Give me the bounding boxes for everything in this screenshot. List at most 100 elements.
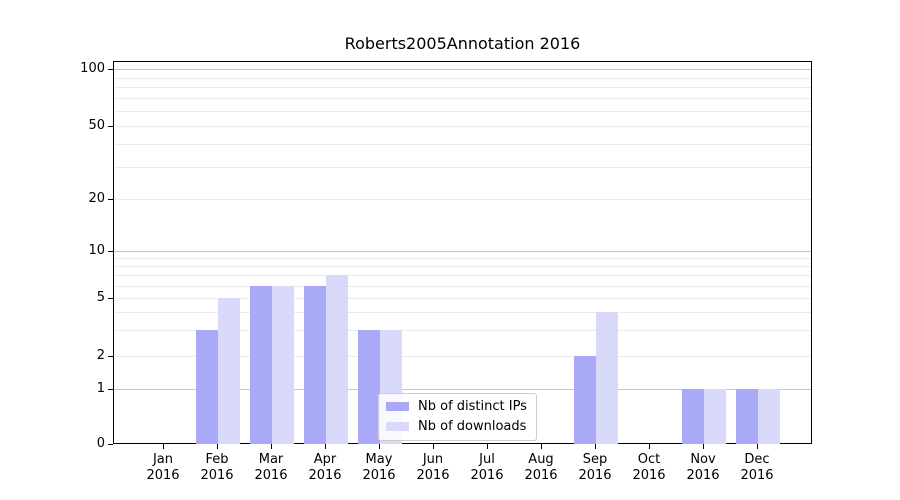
y-tick-mark [108,69,113,70]
y-gridline-minor [114,111,811,112]
bar-distinct-ips [574,356,596,444]
y-tick-mark [108,251,113,252]
y-gridline-minor [114,126,811,127]
x-tick-label: Jul 2016 [459,452,515,484]
x-tick-label-month: Dec [744,452,770,467]
legend-swatch-distinct-ips [386,402,409,411]
legend-label: Nb of distinct IPs [418,399,527,414]
x-tick-label-month: Jul [479,452,495,467]
x-tick-label-year: 2016 [146,468,180,483]
x-tick-label: Feb 2016 [189,452,245,484]
y-tick-mark [108,389,113,390]
x-tick-label: Nov 2016 [675,452,731,484]
x-tick-mark [703,444,704,449]
y-gridline-minor [114,87,811,89]
x-tick-label-month: Jun [422,452,444,467]
x-tick-label-month: Nov [690,452,716,467]
legend-label: Nb of downloads [418,419,527,434]
bar-distinct-ips [358,330,380,444]
y-gridline-minor [114,77,811,79]
x-tick-mark [325,444,326,449]
x-tick-mark [649,444,650,449]
legend-item-downloads: Nb of downloads [386,419,527,434]
x-tick-mark [379,444,380,449]
chart-title: Roberts2005Annotation 2016 [344,34,581,53]
x-tick-label-month: Sep [582,452,608,467]
x-tick-label-month: Apr [313,452,337,467]
y-tick-mark [108,298,113,299]
bar-distinct-ips [304,285,326,444]
x-tick-label: Apr 2016 [297,452,353,484]
x-tick-label-month: Mar [258,452,284,467]
bar-downloads [758,389,780,444]
x-tick-mark [487,444,488,449]
bar-downloads [596,312,618,444]
y-tick-label: 2 [96,348,105,363]
x-tick-label: Mar 2016 [243,452,299,484]
x-tick-label-month: Jan [152,452,174,467]
x-tick-label-month: Aug [528,452,554,467]
y-gridline-minor [114,266,811,268]
x-tick-mark [163,444,164,449]
x-tick-label-year: 2016 [470,468,504,483]
bar-downloads [272,285,294,444]
bar-distinct-ips [736,389,758,444]
x-tick-mark [757,444,758,449]
y-tick-label: 100 [80,61,105,76]
bar-downloads [218,298,240,444]
y-tick-label: 0 [96,436,105,451]
x-tick-label-month: May [365,452,393,467]
legend-swatch-downloads [386,422,409,431]
y-gridline-minor [114,330,811,332]
x-tick-mark [217,444,218,449]
y-tick-mark [108,126,113,127]
y-tick-label: 50 [88,118,105,133]
x-tick-label-year: 2016 [200,468,234,483]
y-gridline-major [114,69,811,70]
y-gridline-minor [114,143,811,145]
plot-area [113,61,812,444]
legend: Nb of distinct IPs Nb of downloads [378,393,537,441]
bar-downloads [704,389,726,444]
y-gridline-minor [114,258,811,260]
bar-distinct-ips [682,389,704,444]
x-tick-label: Jun 2016 [405,452,461,484]
bar-distinct-ips [250,285,272,444]
x-tick-label-year: 2016 [740,468,774,483]
x-tick-label-year: 2016 [362,468,396,483]
x-tick-label: May 2016 [351,452,407,484]
x-tick-label-year: 2016 [416,468,450,483]
y-gridline-minor [114,285,811,287]
y-gridline-minor [114,98,811,100]
x-tick-label-year: 2016 [254,468,288,483]
x-tick-mark [433,444,434,449]
y-gridline-minor [114,199,811,200]
legend-item-distinct-ips: Nb of distinct IPs [386,399,527,414]
x-tick-label: Dec 2016 [729,452,785,484]
x-tick-label-year: 2016 [632,468,666,483]
y-gridline-minor [114,356,811,357]
x-tick-label: Oct 2016 [621,452,677,484]
x-tick-mark [541,444,542,449]
x-tick-label-year: 2016 [686,468,720,483]
y-gridline-minor [114,298,811,299]
x-tick-label-year: 2016 [578,468,612,483]
x-tick-mark [271,444,272,449]
y-tick-label: 20 [88,191,105,206]
bar-distinct-ips [196,330,218,444]
y-gridline-major [114,251,811,252]
y-gridline-minor [114,166,811,168]
y-tick-mark [108,356,113,357]
x-tick-label-month: Oct [637,452,661,467]
y-gridline-major [114,389,811,390]
x-tick-label: Jan 2016 [135,452,191,484]
y-tick-mark [108,199,113,200]
y-tick-mark [108,444,113,445]
x-tick-label: Aug 2016 [513,452,569,484]
x-tick-label: Sep 2016 [567,452,623,484]
y-tick-label: 10 [88,243,105,258]
x-tick-label-year: 2016 [524,468,558,483]
y-gridline-minor [114,312,811,314]
bar-downloads [326,275,348,444]
